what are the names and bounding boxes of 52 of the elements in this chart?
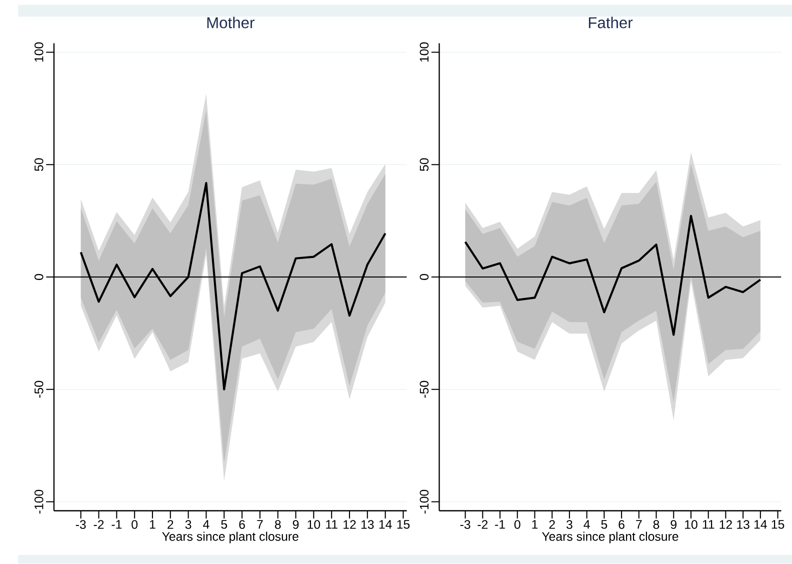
x-axis-title: Years since plant closure (542, 532, 678, 544)
x-tick-label: 11 (702, 520, 714, 529)
y-tick-label: 50 (420, 158, 429, 172)
y-tick-label: -50 (34, 381, 44, 398)
y-tick-label: 100 (34, 42, 44, 62)
x-tick-label: 5 (601, 520, 608, 529)
x-axis-title: Years since plant closure (162, 532, 298, 544)
x-tick-label: 6 (618, 520, 624, 529)
x-tick-label: 14 (379, 520, 392, 529)
x-tick-label: 5 (221, 520, 228, 529)
x-tick-label: 1 (150, 520, 156, 529)
x-tick-label: 9 (670, 520, 676, 529)
x-tick-label: 3 (185, 520, 192, 529)
x-tick-label: 4 (203, 520, 210, 529)
x-tick-label: 7 (257, 520, 263, 529)
x-tick-label: 8 (274, 520, 281, 529)
chart-title: Father (588, 16, 633, 28)
x-tick-label: 12 (344, 520, 356, 529)
x-tick-label: 15 (397, 520, 410, 529)
x-tick-label: 14 (754, 520, 767, 529)
x-tick-label: -1 (112, 520, 122, 529)
x-tick-label: -2 (478, 520, 488, 529)
y-tick-label: -100 (34, 490, 44, 514)
x-tick-label: -1 (495, 520, 505, 529)
x-tick-label: 11 (326, 520, 338, 529)
x-tick-label: 9 (292, 520, 299, 529)
x-tick-label: 10 (685, 520, 698, 529)
x-tick-label: 8 (653, 520, 660, 529)
x-tick-label: 0 (514, 520, 520, 529)
x-tick-label: 4 (584, 520, 590, 529)
x-tick-label: -3 (76, 520, 86, 529)
y-tick-label: 100 (420, 42, 429, 62)
x-tick-label: 1 (532, 520, 538, 529)
x-tick-label: -2 (94, 520, 104, 529)
x-tick-label: 12 (720, 520, 732, 529)
x-tick-label: 7 (636, 520, 642, 529)
y-tick-label: -50 (420, 381, 429, 398)
x-tick-label: 0 (132, 520, 138, 529)
x-tick-label: 2 (549, 520, 555, 529)
x-tick-label: 6 (239, 520, 245, 529)
y-tick-label: -100 (420, 490, 429, 514)
x-tick-label: 15 (772, 520, 784, 529)
x-tick-label: 10 (308, 520, 320, 529)
x-tick-label: 13 (737, 520, 750, 529)
x-tick-label: 13 (361, 520, 374, 529)
x-tick-label: -3 (460, 520, 470, 529)
y-tick-label: 50 (34, 158, 44, 172)
chart-title: Mother (207, 16, 254, 28)
y-tick-label: 0 (420, 274, 429, 280)
x-tick-label: 2 (168, 520, 174, 529)
y-tick-label: 0 (34, 274, 44, 280)
x-tick-label: 3 (566, 520, 572, 529)
